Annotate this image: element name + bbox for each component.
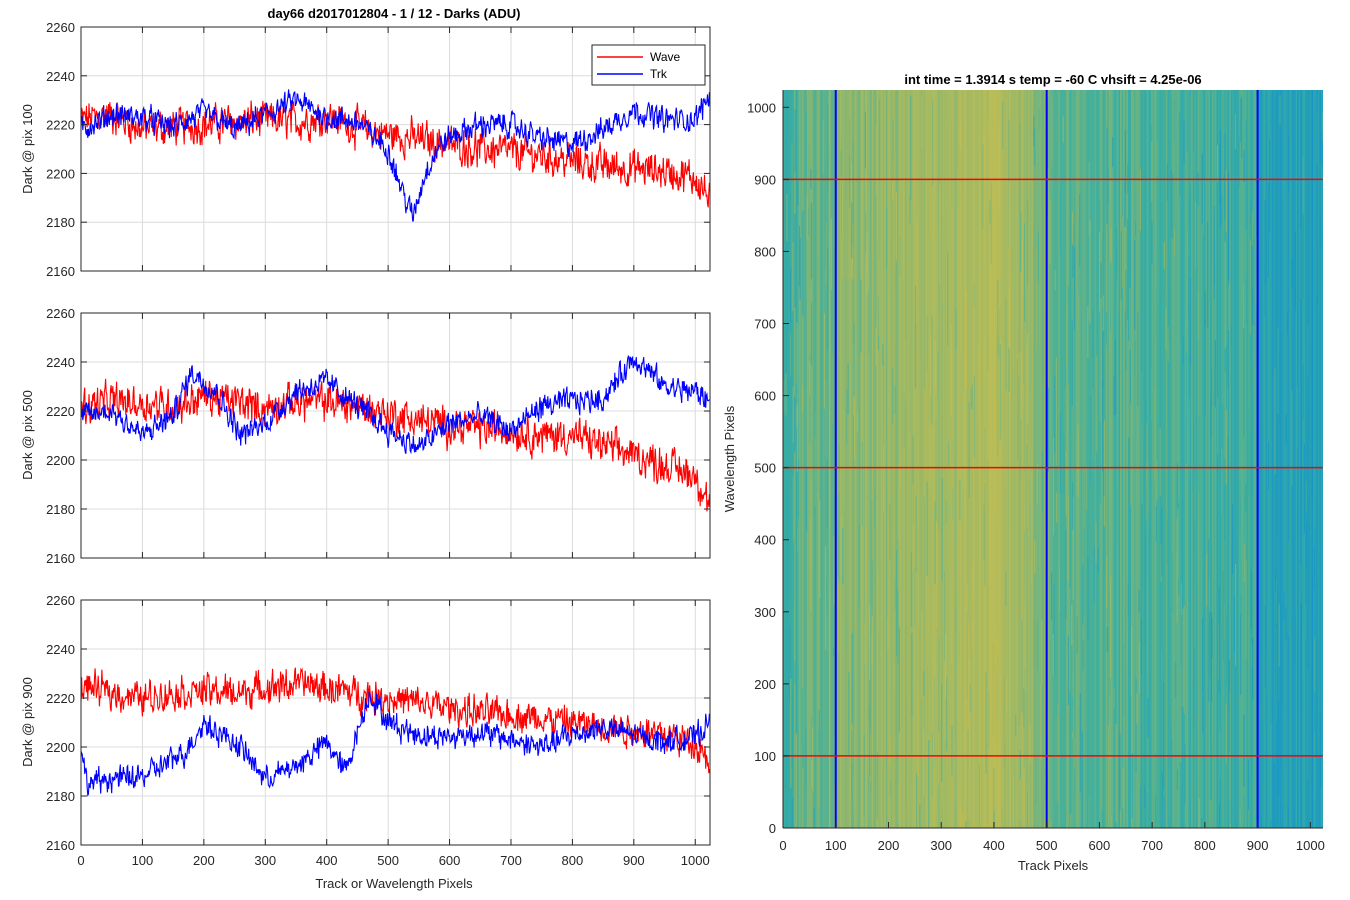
y-axis-label-pix-500: Dark @ pix 500 bbox=[20, 390, 35, 480]
axes-box bbox=[80, 26, 711, 272]
y-tick-label: 2220 bbox=[46, 404, 75, 419]
y-tick-label: 0 bbox=[769, 821, 776, 836]
y-tick-label: 2240 bbox=[46, 69, 75, 84]
x-tick-label: 1000 bbox=[681, 853, 710, 868]
plot-area bbox=[81, 600, 710, 845]
x-tick-label: 200 bbox=[193, 853, 215, 868]
y-tick-label: 2180 bbox=[46, 502, 75, 517]
x-tick-label: 200 bbox=[878, 838, 900, 853]
dark-pix-900-panel: 0 100 200 300 400 500 600 700 800 900 1000 2160 2180… bbox=[46, 593, 711, 868]
x-tick-label: 800 bbox=[1194, 838, 1216, 853]
axes-box bbox=[80, 312, 711, 559]
figure-title: day66 d2017012804 - 1 / 12 - Darks (ADU) bbox=[268, 6, 521, 21]
y-tick-label: 300 bbox=[754, 605, 776, 620]
x-tick-label: 900 bbox=[1247, 838, 1269, 853]
legend-box bbox=[591, 44, 706, 86]
y-tick-label: 2260 bbox=[46, 20, 75, 35]
y-axis-label-pix-900: Dark @ pix 900 bbox=[20, 677, 35, 767]
x-tick-label: 900 bbox=[623, 853, 645, 868]
x-tick-label: 400 bbox=[316, 853, 338, 868]
y-tick-label: 1000 bbox=[747, 100, 776, 115]
heatmap-y-axis-label: Wavelength Pixels bbox=[722, 405, 737, 512]
dark-pix-500-panel: 2160 2180 2200 2220 2240 2260 bbox=[46, 306, 711, 566]
x-tick-label: 500 bbox=[377, 853, 399, 868]
axes-box bbox=[80, 599, 711, 846]
y-axis-label-pix-100: Dark @ pix 100 bbox=[20, 104, 35, 194]
y-tick-label: 800 bbox=[754, 244, 776, 259]
x-tick-label: 400 bbox=[983, 838, 1005, 853]
x-tick-label: 0 bbox=[779, 838, 786, 853]
x-tick-label: 800 bbox=[562, 853, 584, 868]
series-line-trk bbox=[81, 354, 710, 455]
x-tick-label: 500 bbox=[1036, 838, 1058, 853]
x-tick-label: 100 bbox=[132, 853, 154, 868]
heatmap-image bbox=[783, 90, 1323, 828]
x-axis-label: Track or Wavelength Pixels bbox=[315, 876, 473, 891]
y-tick-label: 2220 bbox=[46, 691, 75, 706]
series-line-trk bbox=[81, 691, 710, 797]
y-tick-label: 2240 bbox=[46, 355, 75, 370]
heatmap-x-axis-label: Track Pixels bbox=[1018, 858, 1089, 873]
legend-trk-label: Trk bbox=[650, 67, 668, 81]
y-tick-label: 2180 bbox=[46, 789, 75, 804]
y-tick-label: 2160 bbox=[46, 551, 75, 566]
dark-frame-heatmap-panel: 0 100 200 300 400 500 600 700 800 900 1000 0 100 200 3… bbox=[747, 90, 1325, 853]
y-tick-label: 500 bbox=[754, 461, 776, 476]
y-tick-label: 2160 bbox=[46, 838, 75, 853]
x-tick-label: 300 bbox=[254, 853, 276, 868]
legend-wave-label: Wave bbox=[650, 50, 681, 64]
series-line-wave bbox=[81, 667, 710, 774]
x-tick-label: 600 bbox=[1089, 838, 1111, 853]
y-tick-label: 100 bbox=[754, 749, 776, 764]
y-tick-label: 900 bbox=[754, 172, 776, 187]
x-tick-label: 600 bbox=[439, 853, 461, 868]
y-tick-label: 2260 bbox=[46, 306, 75, 321]
y-tick-label: 2240 bbox=[46, 642, 75, 657]
x-tick-label: 700 bbox=[1141, 838, 1163, 853]
series-line-wave bbox=[81, 378, 710, 512]
y-tick-label: 2180 bbox=[46, 215, 75, 230]
x-tick-label: 0 bbox=[77, 853, 84, 868]
y-tick-label: 400 bbox=[754, 533, 776, 548]
y-tick-label: 2220 bbox=[46, 118, 75, 133]
y-tick-label: 2160 bbox=[46, 264, 75, 279]
y-tick-label: 2260 bbox=[46, 593, 75, 608]
x-tick-label: 300 bbox=[930, 838, 952, 853]
y-tick-label: 200 bbox=[754, 677, 776, 692]
y-tick-label: 700 bbox=[754, 317, 776, 332]
heatmap-title: int time = 1.3914 s temp = -60 C vhsift … bbox=[904, 72, 1201, 87]
x-tick-label: 1000 bbox=[1296, 838, 1325, 853]
y-tick-label: 2200 bbox=[46, 740, 75, 755]
y-tick-label: 2200 bbox=[46, 166, 75, 181]
legend: Wave Trk bbox=[591, 44, 706, 86]
x-tick-label: 700 bbox=[500, 853, 522, 868]
y-tick-label: 600 bbox=[754, 389, 776, 404]
x-tick-label: 100 bbox=[825, 838, 847, 853]
series-line-trk bbox=[81, 89, 710, 222]
y-tick-label: 2200 bbox=[46, 453, 75, 468]
